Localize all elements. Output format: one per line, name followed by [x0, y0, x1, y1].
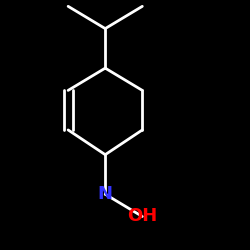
Text: OH: OH — [127, 208, 158, 226]
Text: N: N — [98, 185, 113, 203]
